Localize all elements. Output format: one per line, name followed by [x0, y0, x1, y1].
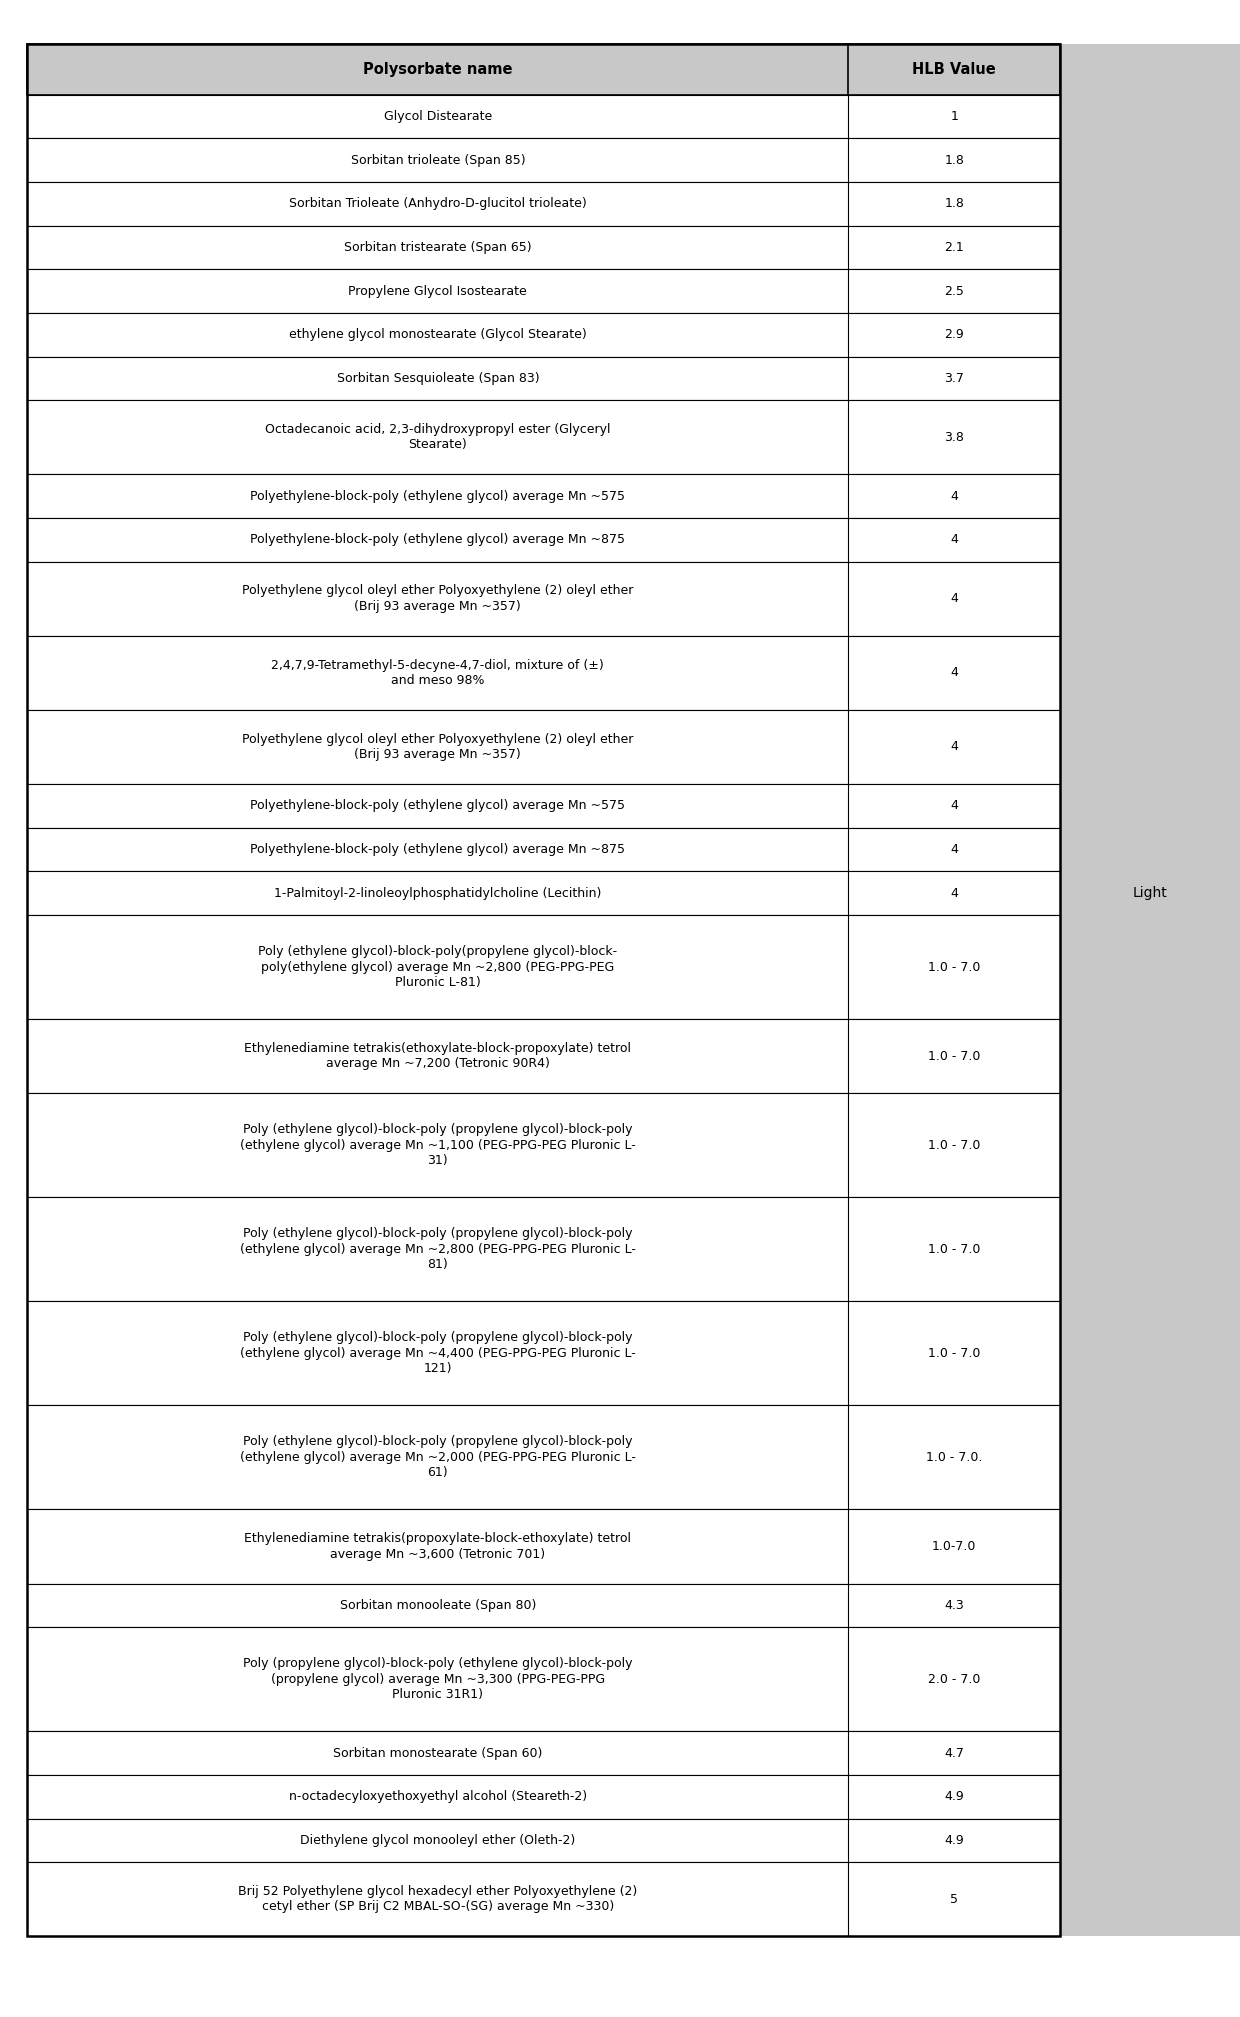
Text: Poly (ethylene glycol)-block-poly (propylene glycol)-block-poly
(ethylene glycol: Poly (ethylene glycol)-block-poly (propy… — [241, 1123, 636, 1168]
Text: Octadecanoic acid, 2,3-dihydroxypropyl ester (Glyceryl
Stearate): Octadecanoic acid, 2,3-dihydroxypropyl e… — [265, 424, 610, 452]
Text: Sorbitan Trioleate (Anhydro-D-glucitol trioleate): Sorbitan Trioleate (Anhydro-D-glucitol t… — [289, 198, 587, 210]
Text: Poly (ethylene glycol)-block-poly (propylene glycol)-block-poly
(ethylene glycol: Poly (ethylene glycol)-block-poly (propy… — [239, 1436, 636, 1478]
Text: Polyethylene glycol oleyl ether Polyoxyethylene (2) oleyl ether
(Brij 93 average: Polyethylene glycol oleyl ether Polyoxye… — [242, 585, 634, 613]
Text: 3.8: 3.8 — [945, 432, 965, 444]
Bar — [27, 226, 1060, 268]
Bar — [27, 561, 1060, 635]
Bar — [1060, 44, 1240, 1936]
Bar — [27, 871, 1060, 916]
Text: 4: 4 — [950, 887, 959, 900]
Text: HLB Value: HLB Value — [913, 63, 996, 77]
Text: 4.9: 4.9 — [945, 1833, 965, 1848]
Text: Poly (ethylene glycol)-block-poly (propylene glycol)-block-poly
(ethylene glycol: Poly (ethylene glycol)-block-poly (propy… — [241, 1331, 636, 1376]
Text: 1.0 - 7.0.: 1.0 - 7.0. — [926, 1450, 982, 1464]
Text: 4: 4 — [950, 593, 959, 605]
Text: 2.1: 2.1 — [945, 240, 965, 254]
Bar — [27, 44, 1060, 1936]
Text: Polyethylene-block-poly (ethylene glycol) average Mn ~875: Polyethylene-block-poly (ethylene glycol… — [250, 843, 625, 855]
Text: Polyethylene-block-poly (ethylene glycol) average Mn ~575: Polyethylene-block-poly (ethylene glycol… — [250, 799, 625, 813]
Text: 1.0 - 7.0: 1.0 - 7.0 — [928, 1347, 981, 1359]
Text: Brij 52 Polyethylene glycol hexadecyl ether Polyoxyethylene (2)
cetyl ether (SP : Brij 52 Polyethylene glycol hexadecyl et… — [238, 1886, 637, 1914]
Text: 2,4,7,9-Tetramethyl-5-decyne-4,7-diol, mixture of (±)
and meso 98%: 2,4,7,9-Tetramethyl-5-decyne-4,7-diol, m… — [272, 660, 604, 688]
Text: 1.0 - 7.0: 1.0 - 7.0 — [928, 960, 981, 974]
Text: Ethylenediamine tetrakis(ethoxylate-block-propoxylate) tetrol
average Mn ~7,200 : Ethylenediamine tetrakis(ethoxylate-bloc… — [244, 1043, 631, 1071]
Bar — [27, 139, 1060, 182]
Bar — [27, 1775, 1060, 1819]
Bar — [27, 1019, 1060, 1093]
Text: Sorbitan Sesquioleate (Span 83): Sorbitan Sesquioleate (Span 83) — [336, 371, 539, 385]
Text: 1.8: 1.8 — [945, 153, 965, 167]
Bar — [27, 1301, 1060, 1406]
Text: Polysorbate name: Polysorbate name — [363, 63, 512, 77]
Bar — [27, 182, 1060, 226]
Text: Poly (ethylene glycol)-block-poly (propylene glycol)-block-poly
(ethylene glycol: Poly (ethylene glycol)-block-poly (propy… — [239, 1226, 636, 1271]
Text: 4: 4 — [950, 740, 959, 754]
Text: 4.7: 4.7 — [945, 1747, 965, 1759]
Bar — [27, 313, 1060, 357]
Text: Sorbitan trioleate (Span 85): Sorbitan trioleate (Span 85) — [351, 153, 526, 167]
Bar — [27, 827, 1060, 871]
Bar — [27, 1406, 1060, 1509]
Text: 1.0-7.0: 1.0-7.0 — [932, 1539, 977, 1553]
Text: Sorbitan monostearate (Span 60): Sorbitan monostearate (Span 60) — [334, 1747, 543, 1759]
Text: 4.9: 4.9 — [945, 1791, 965, 1803]
Text: 4: 4 — [950, 532, 959, 547]
Text: 4: 4 — [950, 666, 959, 680]
Text: 3.7: 3.7 — [945, 371, 965, 385]
Text: 2.5: 2.5 — [945, 284, 965, 299]
Text: Poly (ethylene glycol)-block-poly(propylene glycol)-block-
poly(ethylene glycol): Poly (ethylene glycol)-block-poly(propyl… — [258, 946, 618, 988]
Text: 4: 4 — [950, 490, 959, 502]
Text: ethylene glycol monostearate (Glycol Stearate): ethylene glycol monostearate (Glycol Ste… — [289, 329, 587, 341]
Text: Polyethylene-block-poly (ethylene glycol) average Mn ~875: Polyethylene-block-poly (ethylene glycol… — [250, 532, 625, 547]
Bar — [27, 95, 1060, 139]
Bar — [27, 44, 1060, 95]
Text: Poly (propylene glycol)-block-poly (ethylene glycol)-block-poly
(propylene glyco: Poly (propylene glycol)-block-poly (ethy… — [243, 1658, 632, 1700]
Bar — [27, 710, 1060, 785]
Bar — [27, 1093, 1060, 1198]
Text: Light: Light — [1132, 885, 1168, 900]
Bar — [27, 916, 1060, 1019]
Text: 4.3: 4.3 — [945, 1599, 965, 1612]
Text: n-octadecyloxyethoxyethyl alcohol (Steareth-2): n-octadecyloxyethoxyethyl alcohol (Stear… — [289, 1791, 587, 1803]
Text: 2.0 - 7.0: 2.0 - 7.0 — [928, 1672, 981, 1686]
Bar — [27, 1628, 1060, 1731]
Text: 1-Palmitoyl-2-linoleoylphosphatidylcholine (Lecithin): 1-Palmitoyl-2-linoleoylphosphatidylcholi… — [274, 887, 601, 900]
Bar — [27, 399, 1060, 474]
Text: 1.8: 1.8 — [945, 198, 965, 210]
Text: 4: 4 — [950, 843, 959, 855]
Bar — [27, 1731, 1060, 1775]
Text: 1.0 - 7.0: 1.0 - 7.0 — [928, 1242, 981, 1257]
Bar — [27, 518, 1060, 561]
Text: 1: 1 — [950, 111, 959, 123]
Text: 4: 4 — [950, 799, 959, 813]
Text: Ethylenediamine tetrakis(propoxylate-block-ethoxylate) tetrol
average Mn ~3,600 : Ethylenediamine tetrakis(propoxylate-blo… — [244, 1533, 631, 1561]
Text: Sorbitan tristearate (Span 65): Sorbitan tristearate (Span 65) — [343, 240, 532, 254]
Bar — [27, 474, 1060, 518]
Bar — [27, 1862, 1060, 1936]
Text: 1.0 - 7.0: 1.0 - 7.0 — [928, 1049, 981, 1063]
Text: 5: 5 — [950, 1892, 959, 1906]
Text: Glycol Distearate: Glycol Distearate — [383, 111, 492, 123]
Bar — [27, 1198, 1060, 1301]
Bar — [27, 1509, 1060, 1583]
Bar — [27, 268, 1060, 313]
Text: Polyethylene glycol oleyl ether Polyoxyethylene (2) oleyl ether
(Brij 93 average: Polyethylene glycol oleyl ether Polyoxye… — [242, 732, 634, 760]
Bar — [27, 635, 1060, 710]
Text: 1.0 - 7.0: 1.0 - 7.0 — [928, 1140, 981, 1152]
Bar — [27, 1583, 1060, 1628]
Bar — [27, 1819, 1060, 1862]
Text: 2.9: 2.9 — [945, 329, 965, 341]
Bar — [27, 785, 1060, 827]
Text: Sorbitan monooleate (Span 80): Sorbitan monooleate (Span 80) — [340, 1599, 536, 1612]
Bar — [27, 357, 1060, 399]
Text: Diethylene glycol monooleyl ether (Oleth-2): Diethylene glycol monooleyl ether (Oleth… — [300, 1833, 575, 1848]
Text: Propylene Glycol Isostearate: Propylene Glycol Isostearate — [348, 284, 527, 299]
Text: Polyethylene-block-poly (ethylene glycol) average Mn ~575: Polyethylene-block-poly (ethylene glycol… — [250, 490, 625, 502]
